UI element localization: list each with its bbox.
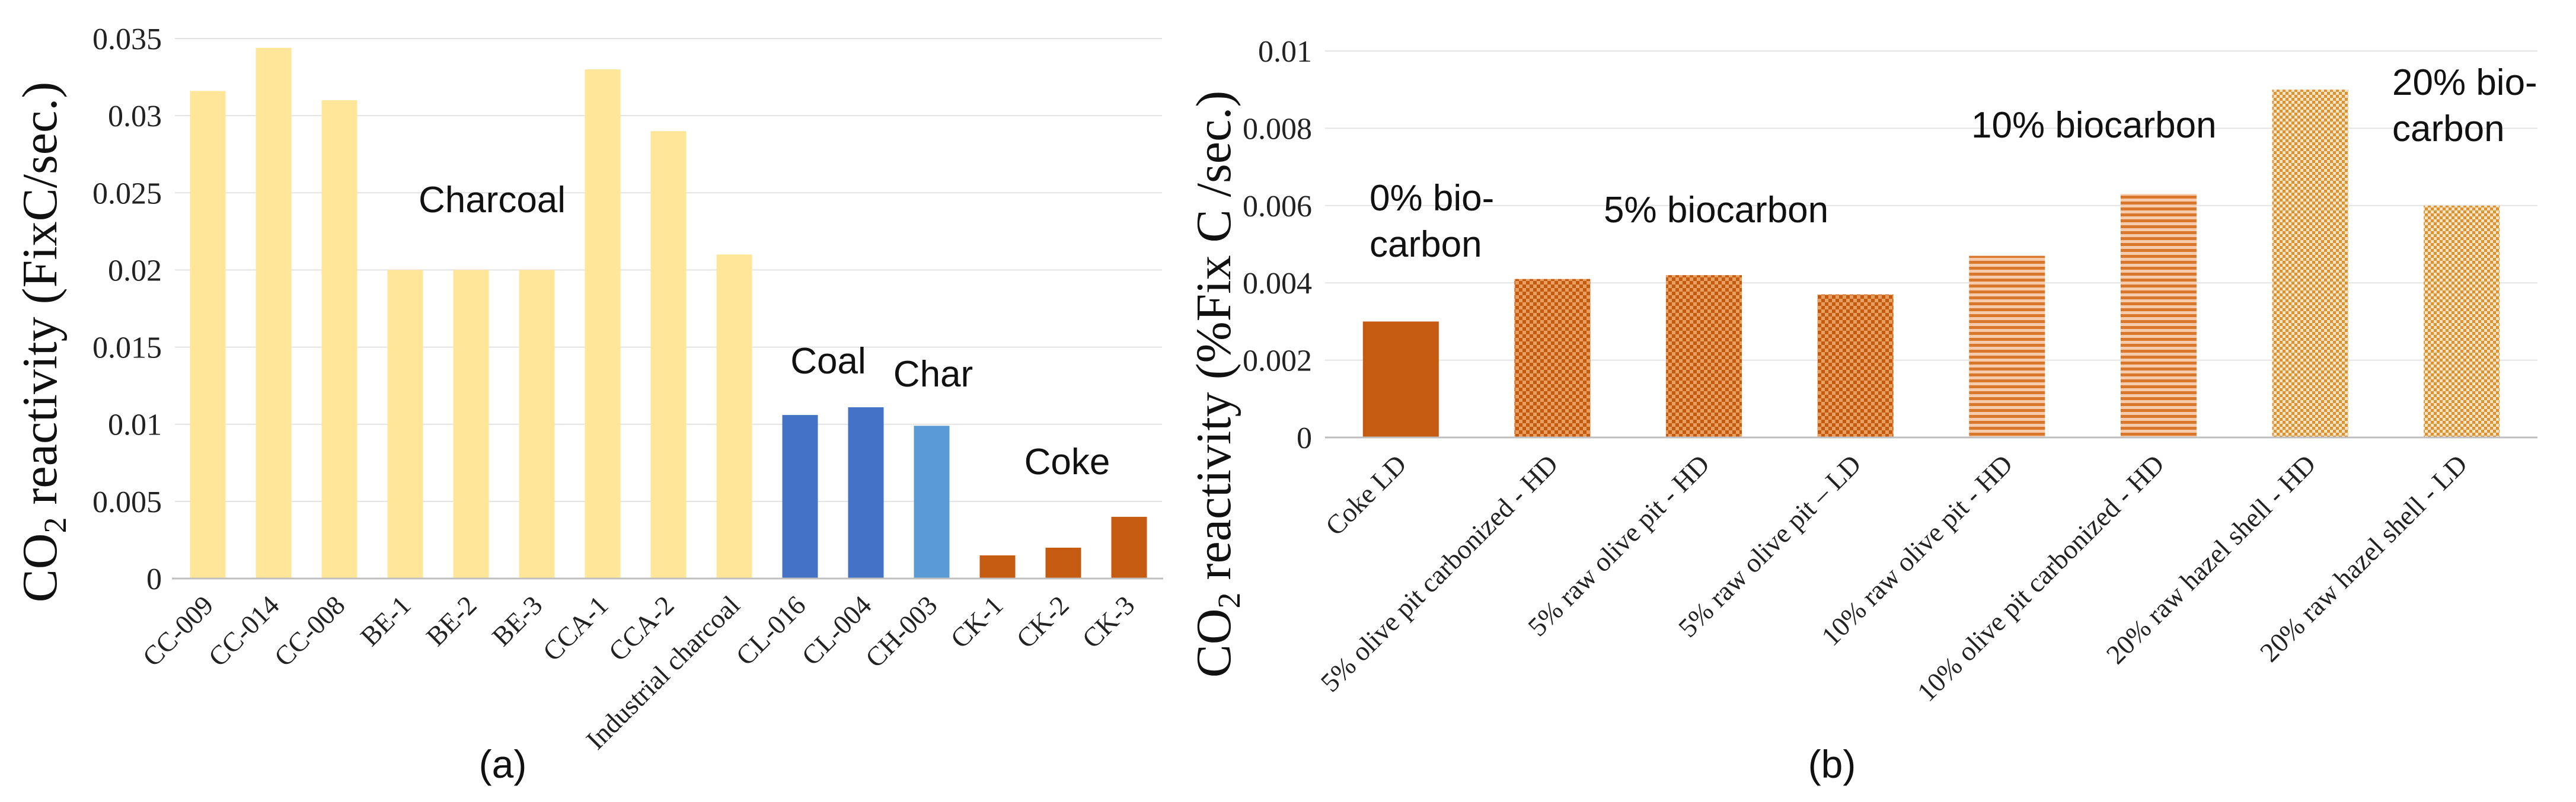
panel-b-chart: 0 0.002 0.004 0.006 0.008 0.01 Coke LD5% oliv…: [1186, 35, 2537, 786]
x-tick-label: CC-009: [136, 590, 219, 672]
bar: [2120, 194, 2197, 437]
bar: [1045, 547, 1081, 579]
panel-b-x-tick-labels: Coke LD5% olive pit carbonized - HD5% ra…: [1315, 449, 2473, 707]
panel-b-label: (b): [1808, 742, 1856, 786]
x-tick-label: CH-003: [860, 590, 943, 673]
y-tick-label: 0.004: [1243, 267, 1312, 301]
bar: [1969, 255, 2045, 437]
bar: [2272, 90, 2348, 437]
panel-a-y-tick-labels: 0 0.005 0.01 0.015 0.02 0.025 0.03 0.035: [92, 23, 162, 596]
y-tick-label: 0.035: [92, 23, 162, 56]
x-tick-label: BE-1: [355, 590, 417, 652]
y-tick-label: 0.006: [1243, 190, 1312, 223]
x-tick-label: CCA-1: [537, 590, 614, 667]
panel-b-gridlines: [1325, 50, 2537, 361]
x-tick-label: Coke LD: [1320, 449, 1412, 541]
y-tick-label: 0.025: [92, 177, 162, 210]
bar: [321, 100, 357, 579]
bar: [1817, 294, 1894, 437]
panel-a-annotation-coal: Coal: [790, 341, 866, 382]
panel-a-chart: 0 0.005 0.01 0.015 0.02 0.025 0.03 0.035 CC-009…: [12, 23, 1163, 786]
x-tick-label: CC-014: [202, 590, 285, 672]
bar: [585, 69, 621, 579]
y-tick-label: 0: [1297, 421, 1312, 455]
y-tick-label: 0.03: [108, 100, 162, 133]
bar: [914, 426, 950, 579]
bar: [387, 270, 423, 579]
panel-a-annotation-char: Char: [893, 354, 973, 395]
panel-a-y-axis-title: CO2 reactivity (FixC/sec.): [12, 82, 73, 603]
y-tick-label: 0.008: [1243, 112, 1312, 146]
panel-b-y-axis-title: CO2 reactivity (%Fix C /sec.): [1186, 91, 1247, 678]
panel-b-y-tick-labels: 0 0.002 0.004 0.006 0.008 0.01: [1243, 35, 1312, 455]
bar: [453, 270, 489, 579]
x-tick-label: CL-004: [796, 590, 877, 671]
y-tick-label: 0.002: [1243, 344, 1312, 378]
bar: [190, 91, 226, 579]
y-tick-label: 0: [146, 563, 162, 596]
x-tick-label: 10% olive pit carbonized - HD: [1911, 449, 2170, 707]
y-tick-label: 0.01: [108, 408, 162, 442]
bar: [979, 555, 1016, 579]
x-tick-label: CL-016: [730, 590, 811, 671]
bar: [782, 415, 818, 579]
panel-b-annotation-5pct: 5% biocarbon: [1604, 190, 1828, 231]
x-tick-label: 5% olive pit carbonized - HD: [1315, 449, 1564, 698]
bar: [650, 131, 687, 579]
panel-b-annotation-0pct: 0% bio-carbon: [1370, 178, 1494, 265]
panel-b-annotation-10pct: 10% biocarbon: [1971, 105, 2217, 146]
panel-a-annotation-coke: Coke: [1024, 442, 1110, 483]
bar: [848, 407, 884, 579]
y-tick-label: 0.01: [1258, 35, 1312, 69]
x-tick-label: CK-1: [944, 590, 1008, 654]
y-tick-label: 0.005: [92, 485, 162, 519]
bar: [2424, 205, 2500, 437]
bar: [1111, 516, 1147, 579]
panel-b-bars: [1362, 90, 2500, 437]
y-tick-label: 0.02: [108, 254, 162, 287]
panel-a-annotation-charcoal: Charcoal: [419, 180, 566, 221]
x-tick-label: CK-3: [1076, 590, 1140, 654]
bar: [1514, 279, 1591, 437]
x-tick-label: CC-008: [268, 590, 350, 672]
x-tick-label: BE-3: [486, 590, 548, 652]
x-tick-label: BE-2: [420, 590, 483, 652]
panel-b-annotation-20pct: 20% bio-carbon: [2392, 62, 2537, 149]
y-tick-label: 0.015: [92, 331, 162, 365]
bar: [256, 47, 292, 579]
bar: [1666, 275, 1742, 437]
panel-a-bars: [190, 47, 1147, 579]
bar: [716, 254, 752, 579]
bar: [519, 270, 555, 579]
x-tick-label: CK-2: [1010, 590, 1074, 654]
bar: [1362, 321, 1439, 437]
panel-a-label: (a): [479, 742, 527, 786]
